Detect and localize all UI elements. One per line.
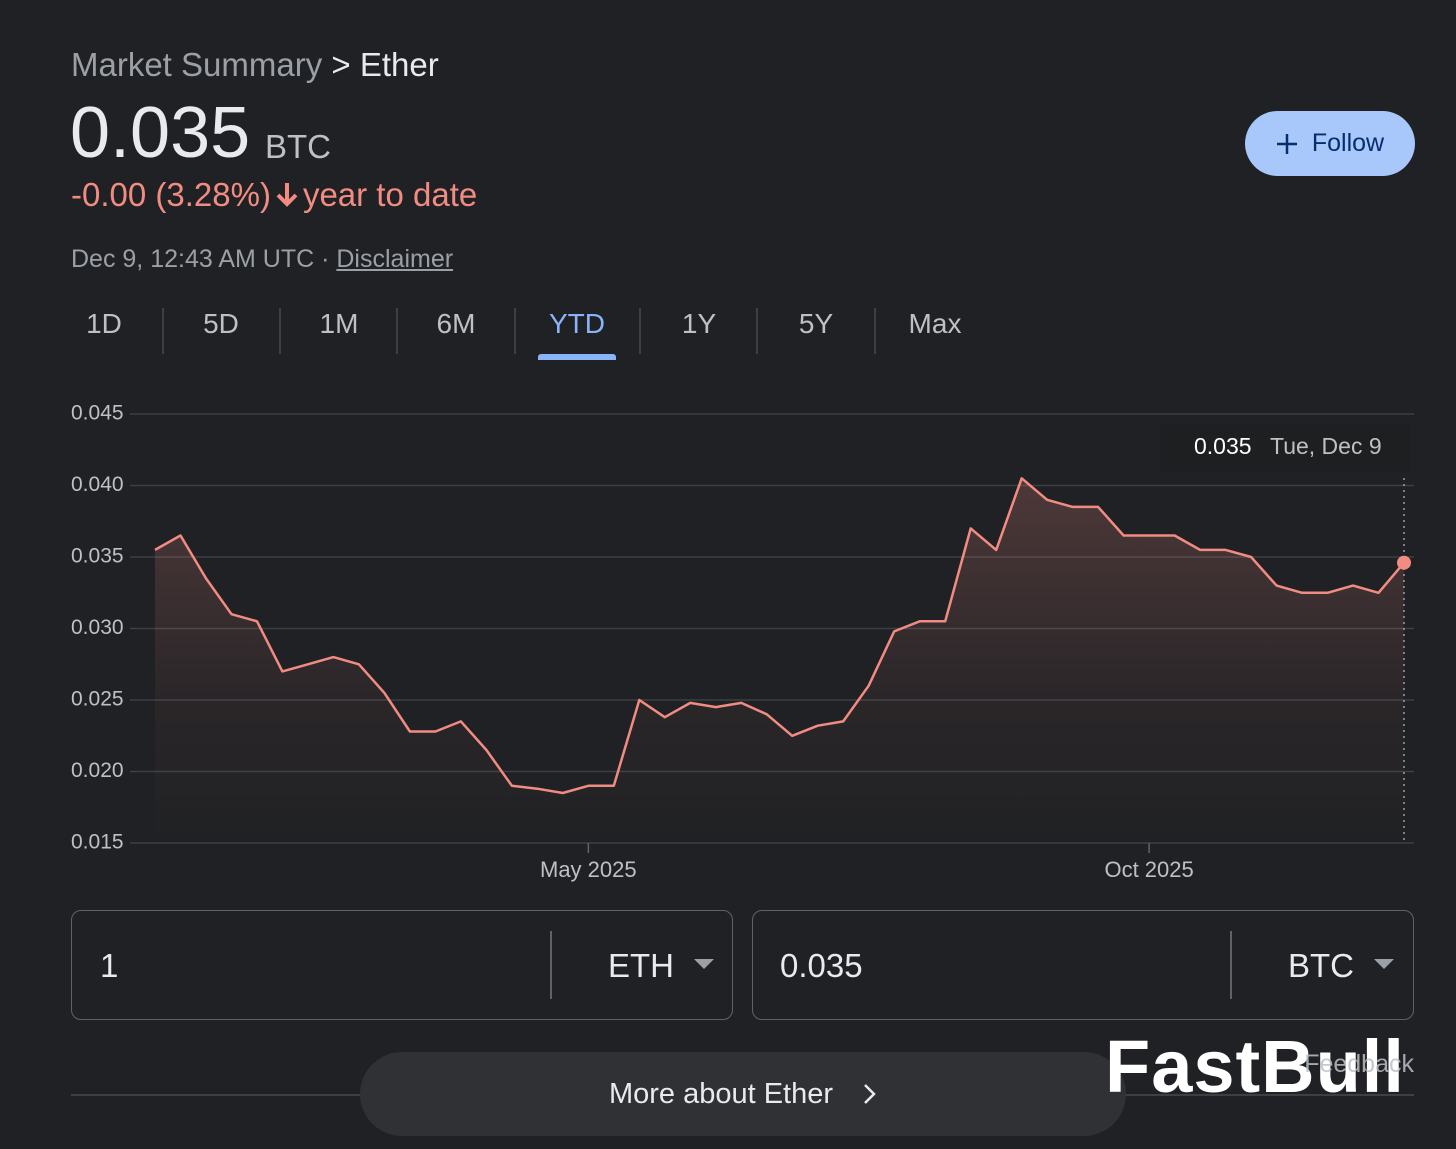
price-line (154, 477, 1405, 795)
divider (1230, 931, 1232, 999)
y-tick-label: 0.025 (71, 688, 124, 711)
tab-separator (756, 308, 758, 354)
chevron (864, 1084, 876, 1104)
title: Ether (359, 46, 439, 83)
from-amount[interactable]: 1 (100, 947, 119, 984)
change: -0.00 (3.28%) year to date (71, 176, 477, 214)
disclaimer[interactable]: Disclaimer (336, 245, 454, 273)
tab[interactable]: 5D (203, 308, 239, 339)
x-tick-label: May 2025 (540, 857, 637, 882)
tab-separator (396, 308, 398, 354)
price-unit: BTC (265, 128, 331, 165)
dropdown-arrow (1374, 959, 1394, 969)
y-tick-label: 0.045 (71, 402, 124, 425)
dropdown-arrow (694, 959, 714, 969)
more-button[interactable]: More about Ether (360, 1052, 1126, 1136)
follow-label: Follow (1311, 129, 1385, 157)
tooltip-date: Tue, Dec 9 (1270, 433, 1382, 459)
timestamp: Dec 9, 12:43 AM UTC (71, 245, 315, 273)
tab[interactable]: 1D (86, 308, 122, 339)
separator: > (331, 46, 351, 83)
chart: 0.015 0.020 0.025 0.030 0.035 0.040 0.045 May 2… (71, 402, 1414, 882)
tab[interactable]: 1Y (681, 308, 717, 339)
y-tick-label: 0.035 (71, 545, 124, 568)
from-unit[interactable]: ETH (608, 947, 674, 984)
feedback[interactable]: Feedback (1304, 1050, 1414, 1078)
divider (550, 931, 552, 999)
tab-indicator (538, 354, 616, 360)
y-tick-label: 0.030 (71, 616, 124, 639)
to-amount[interactable]: 0.035 (780, 947, 863, 984)
breadcrumb-link[interactable]: Market Summary (71, 46, 323, 83)
tab-separator (874, 308, 876, 354)
end-point (1397, 555, 1411, 570)
y-tick-label: 0.020 (71, 759, 124, 782)
converter-from: 1 ETH (71, 910, 733, 1020)
tab[interactable]: 1M (319, 308, 359, 339)
price: 0.035 (70, 93, 251, 173)
tab-separator (279, 308, 281, 354)
plus-icon (1276, 133, 1297, 154)
breadcrumb: Market Summary > Ether (71, 46, 439, 84)
tab-separator (162, 308, 164, 354)
x-tick-label: Oct 2025 (1104, 857, 1193, 882)
follow-button[interactable]: Follow (1245, 111, 1415, 176)
tooltip-box (1160, 424, 1410, 472)
more-label: More about Ether (608, 1077, 834, 1110)
y-tick-label: 0.040 (71, 473, 124, 496)
timestamp-row: Dec 9, 12:43 AM UTC · Disclaimer (71, 245, 454, 273)
change-period: year to date (302, 176, 478, 213)
tab-separator (514, 308, 516, 354)
area-fill (155, 478, 1404, 843)
tab[interactable]: 5Y (798, 308, 834, 339)
tab[interactable]: 6M (436, 308, 476, 339)
converter-to: 0.035 BTC (752, 910, 1414, 1020)
tab[interactable]: YTD (549, 308, 605, 339)
tab[interactable]: Max (908, 308, 962, 339)
watermark: FastBull (1105, 1025, 1405, 1108)
change-value: -0.00 (3.28%) (71, 176, 271, 213)
tab-separator (639, 308, 641, 354)
tooltip-value: 0.035 (1194, 433, 1252, 459)
y-tick-label: 0.015 (71, 831, 124, 854)
down-arrow (276, 183, 298, 207)
to-unit[interactable]: BTC (1288, 947, 1354, 984)
